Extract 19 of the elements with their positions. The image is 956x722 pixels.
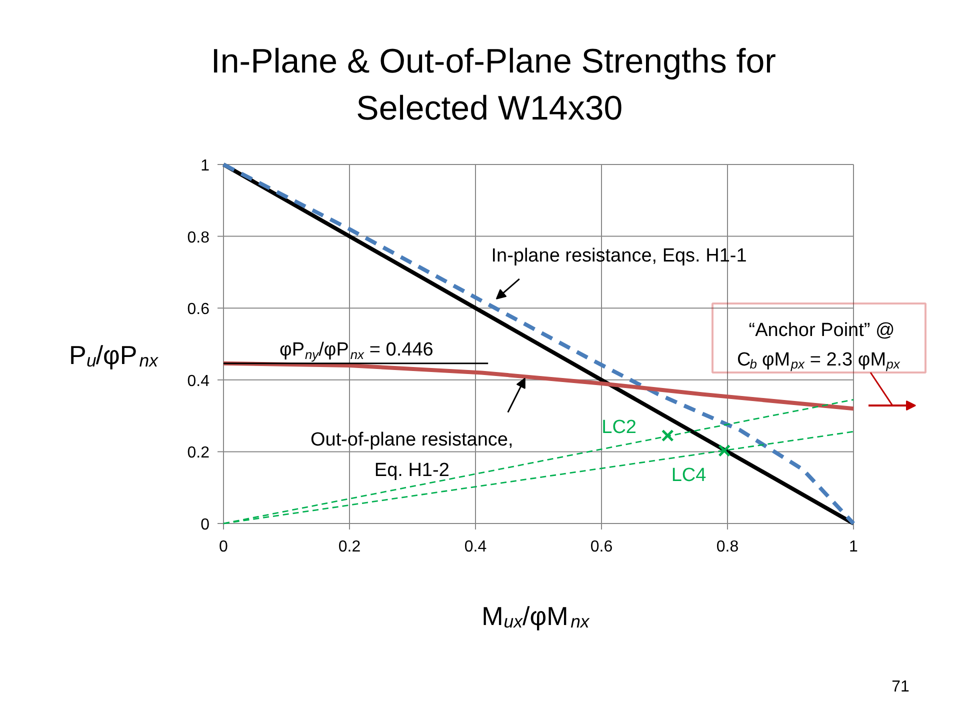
- y-tick-label: 0.4: [187, 372, 210, 390]
- y-tick-label: 1: [200, 158, 210, 174]
- y-tick-label: 0.2: [187, 444, 210, 462]
- annotation: Out-of-plane resistance, Eq. H1-2: [310, 430, 514, 482]
- y-tick-label: 0: [200, 516, 210, 534]
- y-tick-label: 0.6: [187, 301, 210, 318]
- y-axis-title: Pu/φPnx: [69, 340, 160, 371]
- annotation: LC4: [671, 464, 707, 486]
- annotation: LC2: [602, 416, 636, 438]
- x-tick-label: 0.8: [716, 538, 739, 556]
- chart-title: In-Plane & Out-of-Plane Strengths for Selected W14x30: [210, 42, 776, 128]
- x-tick-label: 1: [849, 538, 858, 556]
- y-tick-label: 0.8: [187, 229, 210, 246]
- x-tick-label: 0.4: [464, 538, 487, 556]
- text: 71: [892, 678, 910, 696]
- annotation: In-plane resistance, Eqs. H1-1: [491, 245, 747, 266]
- x-tick-label: 0.2: [338, 538, 361, 556]
- x-tick-label: 0: [219, 538, 228, 556]
- x-tick-label: 0.6: [590, 538, 613, 556]
